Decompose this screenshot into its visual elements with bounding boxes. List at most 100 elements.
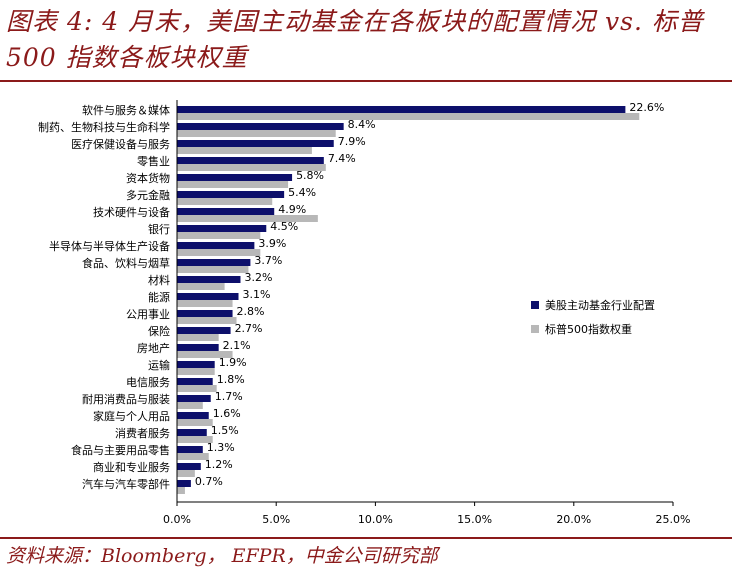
value-label: 2.1%: [223, 339, 251, 352]
bar-fund-21: [177, 463, 201, 470]
value-label: 2.7%: [235, 322, 263, 335]
category-label: 房地产: [137, 341, 170, 355]
bar-fund-14: [177, 344, 219, 351]
bar-fund-20: [177, 446, 203, 453]
category-label: 银行: [148, 222, 170, 236]
category-label: 公用事业: [126, 308, 170, 321]
bar-fund-15: [177, 361, 215, 368]
value-label: 4.9%: [278, 203, 306, 216]
bars-group: [177, 106, 640, 494]
value-label: 1.2%: [205, 458, 233, 471]
category-label: 技术硬件与设备: [93, 205, 170, 219]
value-label: 1.5%: [211, 424, 239, 437]
value-label: 1.6%: [213, 407, 241, 420]
bar-index-6: [177, 215, 318, 222]
category-label: 半导体与半导体生产设备: [49, 239, 170, 253]
x-tick-label: 0.0%: [163, 513, 191, 526]
value-label: 4.5%: [270, 220, 298, 233]
bar-index-11: [177, 300, 233, 307]
category-label: 零售业: [137, 154, 170, 168]
bar-fund-0: [177, 106, 626, 113]
bar-index-2: [177, 147, 312, 154]
bar-index-17: [177, 402, 203, 409]
bar-fund-13: [177, 327, 231, 334]
bar-fund-5: [177, 191, 285, 198]
bar-fund-2: [177, 140, 334, 147]
category-label: 耐用消费品与服装: [82, 392, 170, 406]
value-label: 3.1%: [243, 288, 271, 301]
bar-index-16: [177, 385, 217, 392]
value-label: 7.4%: [328, 152, 356, 165]
value-label: 1.3%: [207, 441, 235, 454]
bar-fund-1: [177, 123, 344, 130]
category-label: 制药、生物科技与生命科学: [38, 120, 170, 134]
x-axis: 0.0% 5.0% 10.0% 15.0% 20.0% 25.0%: [163, 100, 690, 526]
value-label: 8.4%: [348, 118, 376, 131]
bar-index-0: [177, 113, 640, 120]
bar-index-13: [177, 334, 219, 341]
legend-swatch-1: [531, 325, 539, 333]
bar-index-8: [177, 249, 261, 256]
bar-chart: 软件与服务＆媒体制药、生物科技与生命科学医疗保健设备与服务零售业资本货物多元金融…: [38, 100, 690, 526]
bar-index-19: [177, 436, 213, 443]
bar-index-22: [177, 487, 185, 494]
title-rule: [0, 80, 732, 82]
source-rule: [0, 537, 732, 539]
category-label: 汽车与汽车零部件: [82, 477, 170, 491]
bar-fund-19: [177, 429, 207, 436]
category-label: 资本货物: [126, 171, 170, 185]
bar-fund-10: [177, 276, 241, 283]
bar-index-18: [177, 419, 213, 426]
category-label: 医疗保健设备与服务: [71, 137, 170, 151]
category-labels: 软件与服务＆媒体制药、生物科技与生命科学医疗保健设备与服务零售业资本货物多元金融…: [38, 103, 170, 491]
value-labels: 22.6% 8.4% 7.9% 7.4% 5.8% 5.4% 4.9% 4.5% 3.9% 3.7…: [195, 101, 664, 488]
bar-index-20: [177, 453, 209, 460]
category-label: 保险: [148, 324, 170, 338]
value-label: 3.2%: [244, 271, 272, 284]
bar-index-3: [177, 164, 326, 171]
value-label: 1.7%: [215, 390, 243, 403]
figure-title: 图表 4: 4 月末，美国主动基金在各板块的配置情况 vs. 标普500 指数各…: [6, 7, 704, 72]
bar-index-7: [177, 232, 261, 239]
category-label: 多元金融: [126, 188, 170, 202]
value-label: 3.7%: [254, 254, 282, 267]
x-tick-label: 5.0%: [262, 513, 290, 526]
bar-fund-16: [177, 378, 213, 385]
category-label: 电信服务: [126, 376, 170, 389]
x-tick-label: 20.0%: [556, 513, 591, 526]
x-tick-label: 25.0%: [656, 513, 691, 526]
category-label: 消费者服务: [115, 426, 170, 440]
bar-fund-11: [177, 293, 239, 300]
value-label: 5.8%: [296, 169, 324, 182]
value-label: 7.9%: [338, 135, 366, 148]
bar-fund-3: [177, 157, 324, 164]
bar-index-1: [177, 130, 336, 137]
bar-index-15: [177, 368, 215, 375]
bar-fund-8: [177, 242, 255, 249]
bar-fund-6: [177, 208, 275, 215]
category-label: 软件与服务＆媒体: [82, 103, 170, 117]
category-label: 食品、饮料与烟草: [82, 256, 170, 270]
value-label: 0.7%: [195, 475, 223, 488]
bar-index-12: [177, 317, 237, 324]
bar-index-21: [177, 470, 195, 477]
x-tick-label: 10.0%: [358, 513, 393, 526]
bar-index-9: [177, 266, 249, 273]
category-label: 材料: [148, 273, 170, 287]
bar-fund-7: [177, 225, 267, 232]
source-note: 资料来源：Bloomberg， EFPR，中金公司研究部: [6, 545, 438, 567]
category-label: 能源: [148, 290, 170, 304]
value-label: 22.6%: [629, 101, 664, 114]
bar-index-5: [177, 198, 273, 205]
legend-swatch-0: [531, 301, 539, 309]
bar-fund-17: [177, 395, 211, 402]
bar-fund-22: [177, 480, 191, 487]
value-label: 1.9%: [219, 356, 247, 369]
category-label: 食品与主要用品零售: [71, 443, 170, 457]
x-tick-label: 15.0%: [457, 513, 492, 526]
bar-fund-4: [177, 174, 293, 181]
category-label: 商业和专业服务: [93, 460, 170, 474]
value-label: 3.9%: [258, 237, 286, 250]
legend-label-1: 标普500指数权重: [545, 322, 632, 336]
value-label: 1.8%: [217, 373, 245, 386]
